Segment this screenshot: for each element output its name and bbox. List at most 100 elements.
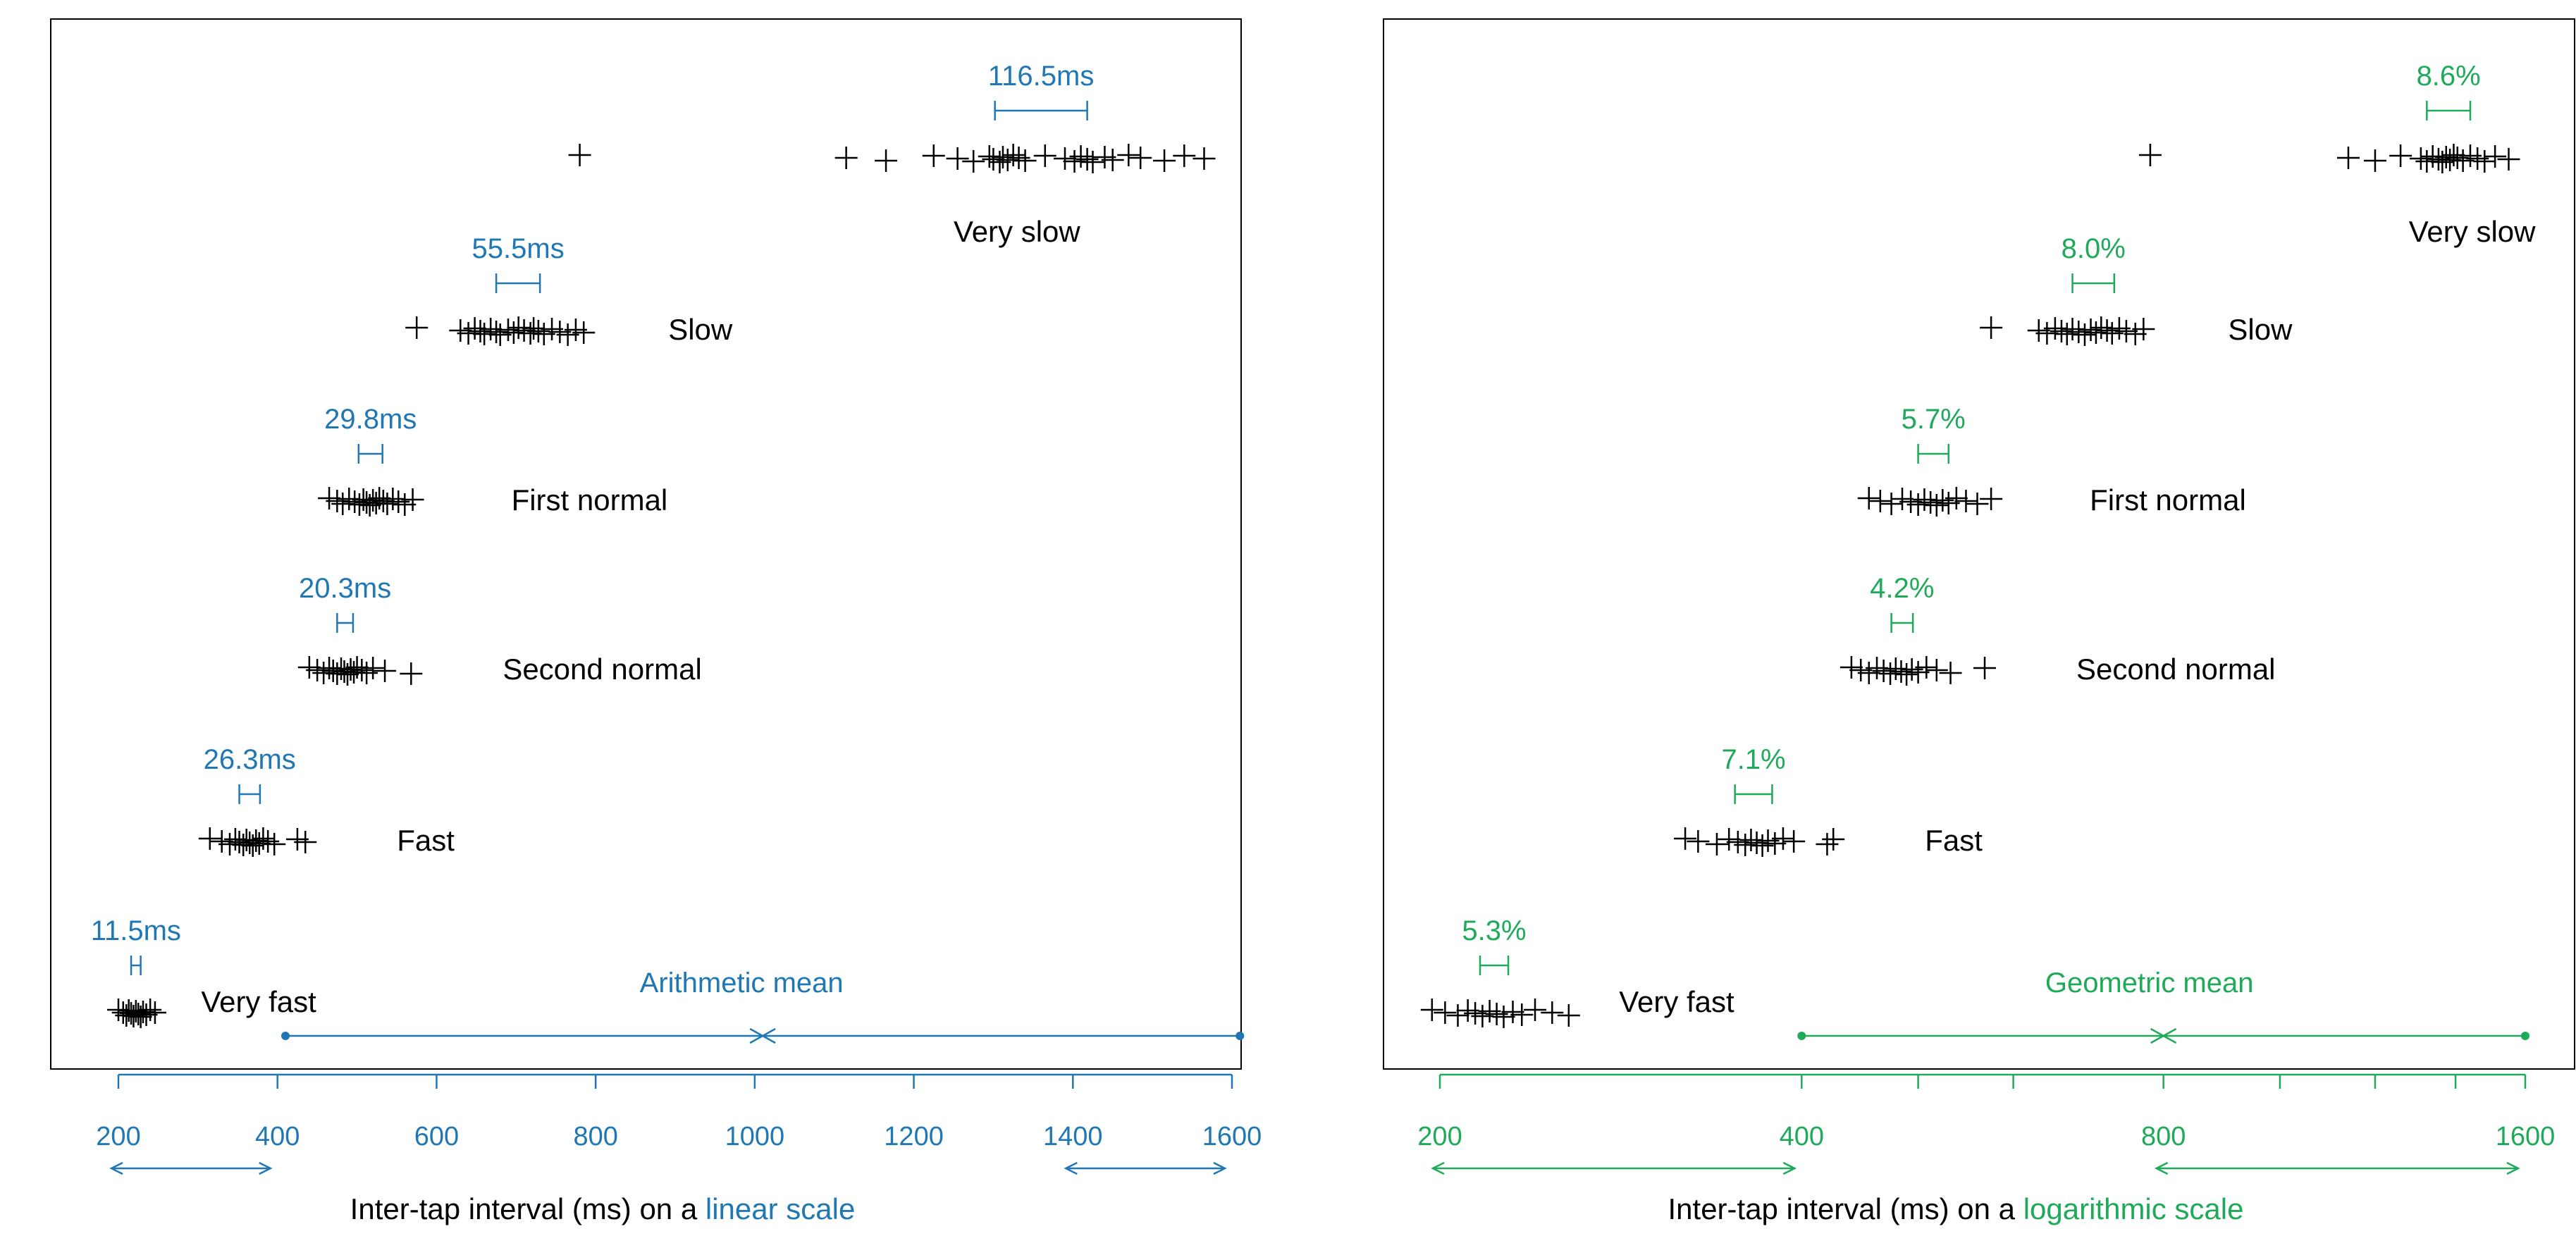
data-point xyxy=(2446,147,2469,169)
data-point xyxy=(834,147,858,169)
interval-arrow xyxy=(1431,1161,1797,1175)
x-axis-label: Inter-tap interval (ms) on a linear scal… xyxy=(350,1192,856,1225)
data-point xyxy=(1557,1004,1580,1027)
interval-arrow-head-right xyxy=(2506,1161,2520,1175)
interval-arrow-head-right xyxy=(1213,1161,1227,1175)
data-point xyxy=(1117,144,1140,166)
spread-bar: 7.1% xyxy=(1721,744,1786,804)
x-axis-label-scale: linear scale xyxy=(705,1192,855,1225)
series-row: Second normal 20.3ms xyxy=(297,573,702,686)
data-point xyxy=(1980,488,2003,510)
data-point xyxy=(1101,149,1124,171)
spread-label: 8.0% xyxy=(2062,233,2126,264)
data-point xyxy=(1939,662,1962,684)
x-tick-label: 800 xyxy=(2141,1122,2186,1151)
data-point xyxy=(526,320,550,342)
data-point xyxy=(198,827,221,850)
series-row: Fast 7.1% xyxy=(1674,744,1983,857)
data-point xyxy=(1891,488,1914,510)
data-point xyxy=(1771,827,1794,850)
data-point xyxy=(1945,487,1968,509)
data-point xyxy=(1013,149,1037,172)
series-row: First normal 29.8ms xyxy=(318,404,667,517)
data-point xyxy=(1446,1004,1469,1027)
data-point xyxy=(401,488,424,511)
data-point xyxy=(2497,148,2520,171)
spread-label: 26.3ms xyxy=(204,744,296,775)
panel-log: 200 400 800 1600 Inter-tap interval (ms) on … xyxy=(1383,18,2575,1225)
spread-label: 7.1% xyxy=(1721,744,1785,775)
spread-label: 8.6% xyxy=(2417,61,2481,92)
data-point xyxy=(1501,1001,1524,1023)
data-point xyxy=(572,321,596,344)
data-point xyxy=(1782,830,1806,853)
series-row: Very slow 8.6% xyxy=(2138,61,2536,248)
series-row: Second normal 4.2% xyxy=(1839,573,2276,686)
spread-bar: 20.3ms xyxy=(299,573,391,633)
spread-bar: 8.0% xyxy=(2062,233,2126,293)
spread-label: 55.5ms xyxy=(472,233,565,264)
data-point xyxy=(1954,490,1978,512)
x-axis-label-prefix: Inter-tap interval (ms) on a xyxy=(1668,1192,2023,1225)
series-row: Very slow 116.5ms xyxy=(568,61,1216,248)
spread-bar: 26.3ms xyxy=(204,744,296,804)
interval-arrow-head-right xyxy=(1782,1161,1797,1175)
data-point xyxy=(2073,323,2096,346)
series-name: Fast xyxy=(397,824,455,857)
data-point xyxy=(2484,145,2507,168)
data-point xyxy=(946,147,969,170)
data-point xyxy=(1816,833,1839,855)
series-name: Very fast xyxy=(201,985,316,1018)
series-name: Slow xyxy=(668,313,733,346)
series-row: Slow 8.0% xyxy=(1980,233,2293,346)
data-point xyxy=(1751,834,1774,857)
spread-label: 5.7% xyxy=(1902,404,1966,435)
series-row: Slow 55.5ms xyxy=(405,233,733,346)
spread-bar: 55.5ms xyxy=(472,233,565,293)
spread-bar: 4.2% xyxy=(1870,573,1934,633)
data-point xyxy=(1705,833,1728,855)
spread-bar: 5.7% xyxy=(1902,404,1966,464)
data-point xyxy=(1931,489,1954,512)
data-point xyxy=(1153,149,1176,172)
spread-bar: 11.5ms xyxy=(91,915,181,975)
mean-bracket-end-right xyxy=(1235,1032,1245,1040)
data-point xyxy=(1193,147,1216,170)
data-point xyxy=(875,149,898,172)
data-point xyxy=(1076,148,1099,171)
data-point xyxy=(1002,144,1025,166)
x-tick-label: 1200 xyxy=(884,1122,944,1151)
mean-label: Geometric mean xyxy=(2045,968,2254,999)
data-point xyxy=(257,830,280,853)
data-point xyxy=(400,662,423,685)
series-name: Slow xyxy=(2228,313,2293,346)
data-point xyxy=(1900,658,1923,681)
data-point xyxy=(355,662,378,684)
data-point xyxy=(139,999,162,1021)
x-axis-label: Inter-tap interval (ms) on a logarithmic… xyxy=(1668,1192,2244,1225)
data-point xyxy=(1434,1001,1457,1024)
interval-arrow xyxy=(1064,1161,1227,1175)
data-point xyxy=(2132,318,2155,340)
data-point xyxy=(568,144,591,166)
series-name: Second normal xyxy=(503,653,702,686)
data-point xyxy=(1541,1001,1564,1024)
data-point xyxy=(1915,656,1938,679)
data-point xyxy=(1966,493,1989,515)
data-point xyxy=(2389,144,2412,167)
mean-bracket-end-left xyxy=(281,1032,290,1040)
spread-label: 4.2% xyxy=(1870,573,1934,604)
x-tick-label: 800 xyxy=(573,1122,617,1151)
plot-frame xyxy=(1383,18,2575,1070)
data-point xyxy=(1857,487,1880,509)
series-name: First normal xyxy=(2090,483,2246,517)
spread-label: 29.8ms xyxy=(324,404,417,435)
data-point xyxy=(1925,494,1948,517)
data-point xyxy=(2138,144,2162,166)
data-point xyxy=(1081,151,1104,173)
data-point xyxy=(294,831,317,853)
data-point xyxy=(263,833,286,855)
spread-bar: 29.8ms xyxy=(324,404,417,464)
